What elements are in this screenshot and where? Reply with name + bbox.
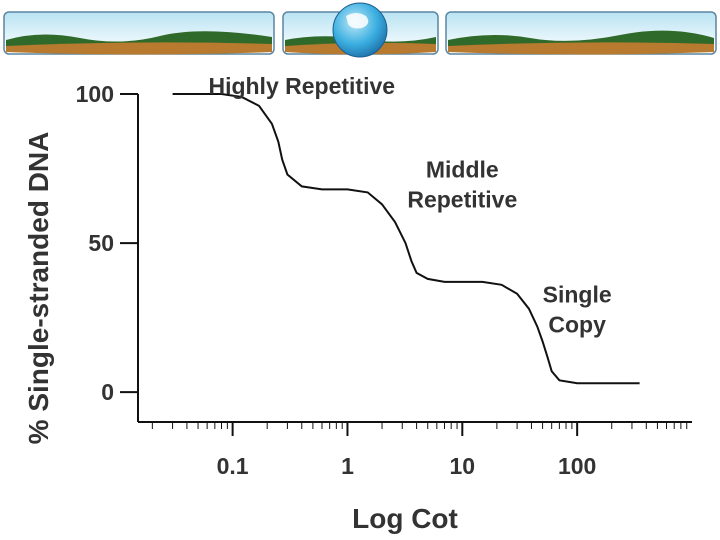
y-tick-label: 0 xyxy=(101,379,114,405)
annotation-label: Highly Repetitive xyxy=(208,73,395,99)
cot-curve-line xyxy=(172,93,640,385)
x-tick-label: 100 xyxy=(558,453,596,479)
annotations: Highly Repetitive Middle Repetitive Single C… xyxy=(208,73,611,338)
annotation-label: Middle xyxy=(426,156,499,182)
cot-curve-chart: 0 50 100 0.1 1 10 100 Highly Repetitive Middle R… xyxy=(23,73,692,534)
header-banner xyxy=(3,2,717,58)
x-tick-label: 10 xyxy=(450,453,476,479)
banner-panel-right xyxy=(445,11,717,55)
y-tick-label: 100 xyxy=(76,81,114,107)
globe-icon xyxy=(332,2,388,58)
y-tick-label: 50 xyxy=(88,230,114,256)
ticks: 0 50 100 0.1 1 10 100 xyxy=(76,81,688,479)
axes xyxy=(137,94,692,423)
y-axis-title: % Single-stranded DNA xyxy=(23,132,54,445)
annotation-label: Repetitive xyxy=(407,186,517,212)
banner-panel-left xyxy=(3,11,275,55)
x-tick-label: 0.1 xyxy=(217,453,249,479)
annotation-label: Single xyxy=(543,282,612,308)
x-axis-title: Log Cot xyxy=(352,503,458,534)
x-tick-label: 1 xyxy=(341,453,354,479)
annotation-label: Copy xyxy=(548,312,606,338)
